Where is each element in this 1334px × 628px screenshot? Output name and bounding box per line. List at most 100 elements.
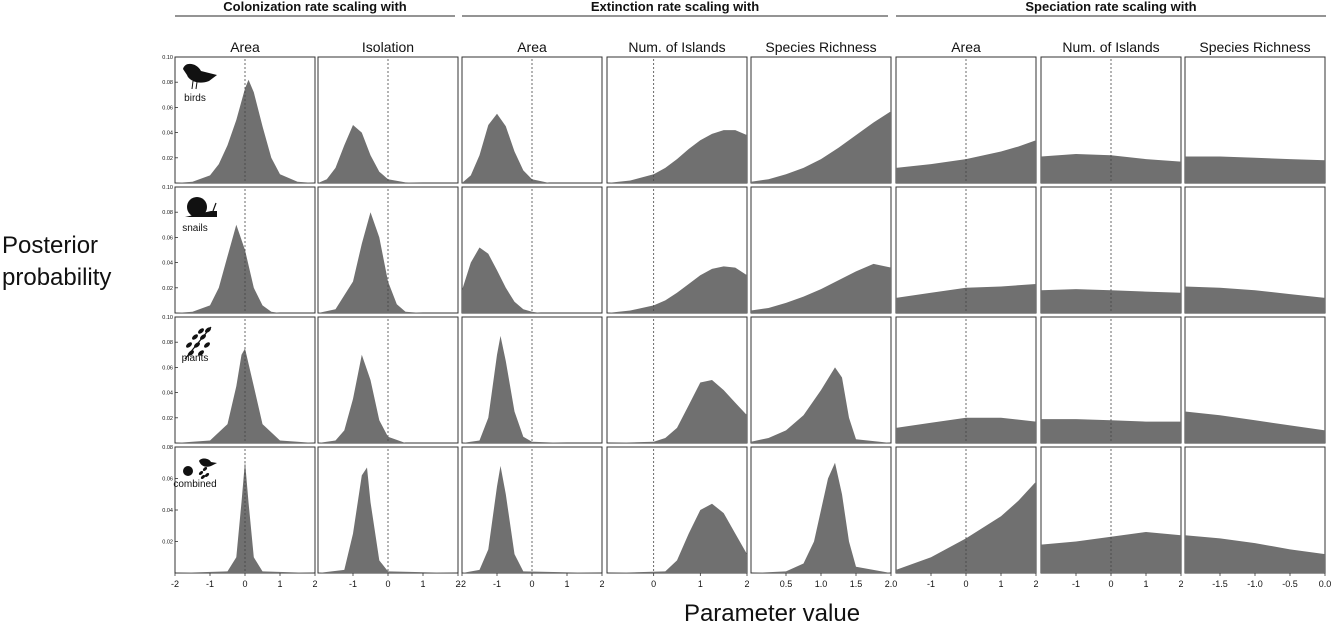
posterior-area (896, 140, 1036, 183)
plant-leaf (205, 327, 211, 333)
x-tick-label: -2 (171, 579, 179, 589)
posterior-area (462, 465, 602, 573)
posterior-area (607, 503, 747, 573)
snail-icon (185, 197, 217, 217)
y-tick-label: 0.06 (162, 235, 173, 241)
x-tick-label: 0 (242, 579, 247, 589)
x-tick-label: 0.5 (780, 579, 793, 589)
plant-leaf (204, 342, 210, 348)
x-tick-label: 1.0 (815, 579, 828, 589)
combined-bird (199, 458, 217, 467)
plant-leaf (198, 350, 204, 356)
y-tick-label: 0.06 (162, 365, 173, 371)
plant-leaf (200, 334, 206, 340)
x-tick-label: -1 (493, 579, 501, 589)
x-tick-label: 0 (651, 579, 656, 589)
bird-leg (191, 80, 194, 90)
combined-leaf (202, 467, 208, 471)
y-axis-title-line-2: probability (2, 264, 112, 291)
posterior-area (751, 367, 891, 443)
posterior-area (1041, 532, 1181, 573)
group-header: Colonization rate scaling with (223, 0, 407, 14)
y-tick-label: 0.02 (162, 286, 173, 292)
y-tick-label: 0.02 (162, 156, 173, 162)
posterior-area (318, 467, 458, 573)
y-tick-label: 0.06 (162, 477, 173, 483)
x-tick-label: 1 (1143, 579, 1148, 589)
posterior-area (318, 354, 458, 443)
x-tick-label: 2 (1178, 579, 1183, 589)
x-tick-label: 0.0 (1319, 579, 1332, 589)
column-header: Species Richness (1199, 39, 1310, 55)
x-tick-label: -0.5 (1282, 579, 1298, 589)
y-tick-label: 0.10 (162, 185, 173, 191)
x-tick-label: 0 (385, 579, 390, 589)
row-label: snails (182, 223, 208, 234)
posterior-area (607, 380, 747, 443)
posterior-area (607, 266, 747, 313)
posterior-area (318, 212, 458, 313)
column-header: Isolation (362, 39, 414, 55)
x-tick-label: 1 (564, 579, 569, 589)
row-label: combined (173, 479, 216, 490)
posterior-area (896, 481, 1036, 573)
plant-leaf (194, 342, 200, 348)
snail-foot (185, 211, 217, 217)
x-tick-label: 1 (277, 579, 282, 589)
x-tick-label: 2 (1033, 579, 1038, 589)
posterior-area (462, 247, 602, 313)
row-label: birds (184, 93, 206, 104)
x-tick-label: -2 (458, 579, 466, 589)
posterior-area (318, 125, 458, 183)
plant-leaf (198, 328, 204, 334)
y-tick-label: 0.10 (162, 315, 173, 321)
bird-body (183, 63, 217, 83)
combined-leaf (198, 471, 204, 475)
x-tick-label: 1 (698, 579, 703, 589)
group-header: Extinction rate scaling with (591, 0, 759, 14)
plant-leaf (192, 334, 198, 340)
posterior-area (462, 113, 602, 183)
posterior-area (607, 130, 747, 183)
x-tick-label: 2.0 (885, 579, 898, 589)
x-tick-label: -1 (206, 579, 214, 589)
x-tick-label: -1 (349, 579, 357, 589)
posterior-area (1185, 535, 1325, 573)
combined-snail (183, 466, 193, 476)
y-tick-label: 0.02 (162, 416, 173, 422)
y-tick-label: 0.04 (162, 261, 173, 267)
column-header: Num. of Islands (628, 39, 725, 55)
x-tick-label: -1 (927, 579, 935, 589)
y-tick-label: 0.08 (162, 210, 173, 216)
x-tick-label: -1 (1072, 579, 1080, 589)
plant-leaf (188, 350, 194, 356)
x-tick-label: 2 (312, 579, 317, 589)
y-tick-label: 0.06 (162, 105, 173, 111)
group-header: Speciation rate scaling with (1025, 0, 1196, 14)
y-tick-label: 0.08 (162, 445, 173, 451)
posterior-area (462, 335, 602, 443)
column-header: Species Richness (765, 39, 876, 55)
x-tick-label: -1.5 (1212, 579, 1228, 589)
y-tick-label: 0.04 (162, 508, 173, 514)
column-header: Area (230, 39, 260, 55)
x-tick-label: -1.0 (1247, 579, 1263, 589)
x-tick-label: 0 (529, 579, 534, 589)
posterior-area (1185, 411, 1325, 443)
column-header: Area (951, 39, 981, 55)
snail-antenna (212, 202, 217, 212)
y-tick-label: 0.04 (162, 391, 173, 397)
bird-leg (195, 81, 198, 90)
y-tick-label: 0.10 (162, 55, 173, 61)
posterior-area (751, 263, 891, 313)
y-tick-label: 0.08 (162, 80, 173, 86)
x-axis-title: Parameter value (683, 600, 861, 627)
posterior-area (1185, 286, 1325, 313)
plant-icon (184, 326, 212, 360)
x-tick-label: 1 (998, 579, 1003, 589)
column-header: Area (517, 39, 547, 55)
x-tick-label: 0 (963, 579, 968, 589)
posterior-area (751, 462, 891, 573)
y-tick-label: 0.02 (162, 540, 173, 546)
